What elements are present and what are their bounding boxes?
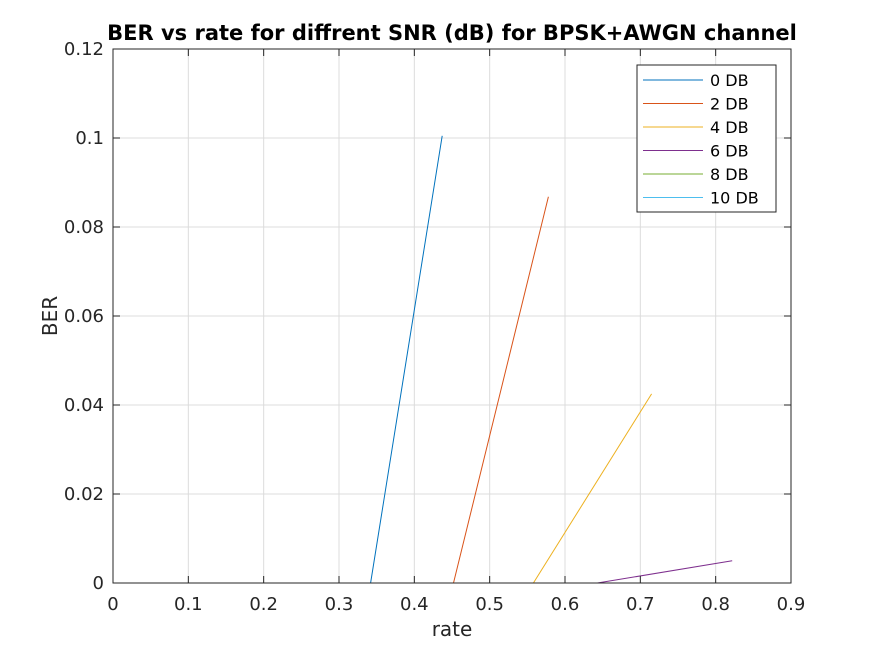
- y-tick-label: 0.06: [64, 306, 104, 327]
- x-tick-label: 0.5: [475, 594, 504, 615]
- legend-label: 4 DB: [710, 118, 749, 137]
- x-axis-label: rate: [432, 617, 473, 641]
- y-tick-label: 0.1: [75, 128, 104, 149]
- legend-label: 10 DB: [710, 189, 759, 208]
- legend-items: 0 DB 2 DB 4 DB 6 DB 8 DB 10 DB: [643, 71, 759, 208]
- x-tick-label: 0.7: [626, 594, 655, 615]
- legend-label: 8 DB: [710, 165, 749, 184]
- y-tick-label: 0.04: [64, 395, 104, 416]
- y-tick-label: 0.12: [64, 39, 104, 60]
- tick-labels: 0 0.1 0.2 0.3 0.4 0.5 0.6 0.7 0.8 0.9 0 0.02 0.04 0.0…: [64, 39, 805, 615]
- legend: 0 DB 2 DB 4 DB 6 DB 8 DB 10 DB: [636, 64, 777, 213]
- chart-title: BER vs rate for diffrent SNR (dB) for BP…: [107, 21, 797, 45]
- y-tick-label: 0.08: [64, 217, 104, 238]
- y-tick-label: 0.02: [64, 484, 104, 505]
- x-tick-label: 0.2: [249, 594, 278, 615]
- x-tick-label: 0.1: [174, 594, 203, 615]
- x-tick-label: 0.9: [777, 594, 806, 615]
- x-tick-label: 0.4: [400, 594, 429, 615]
- x-tick-label: 0: [107, 594, 118, 615]
- legend-label: 2 DB: [710, 95, 749, 114]
- tick-marks: [112, 48, 792, 584]
- x-tick-label: 0.3: [325, 594, 354, 615]
- x-tick-label: 0.8: [701, 594, 730, 615]
- x-tick-label: 0.6: [551, 594, 580, 615]
- legend-label: 0 DB: [710, 71, 749, 90]
- y-tick-label: 0: [93, 573, 104, 594]
- legend-box: [636, 64, 777, 213]
- y-axis-label: BER: [38, 296, 62, 336]
- legend-label: 6 DB: [710, 142, 749, 161]
